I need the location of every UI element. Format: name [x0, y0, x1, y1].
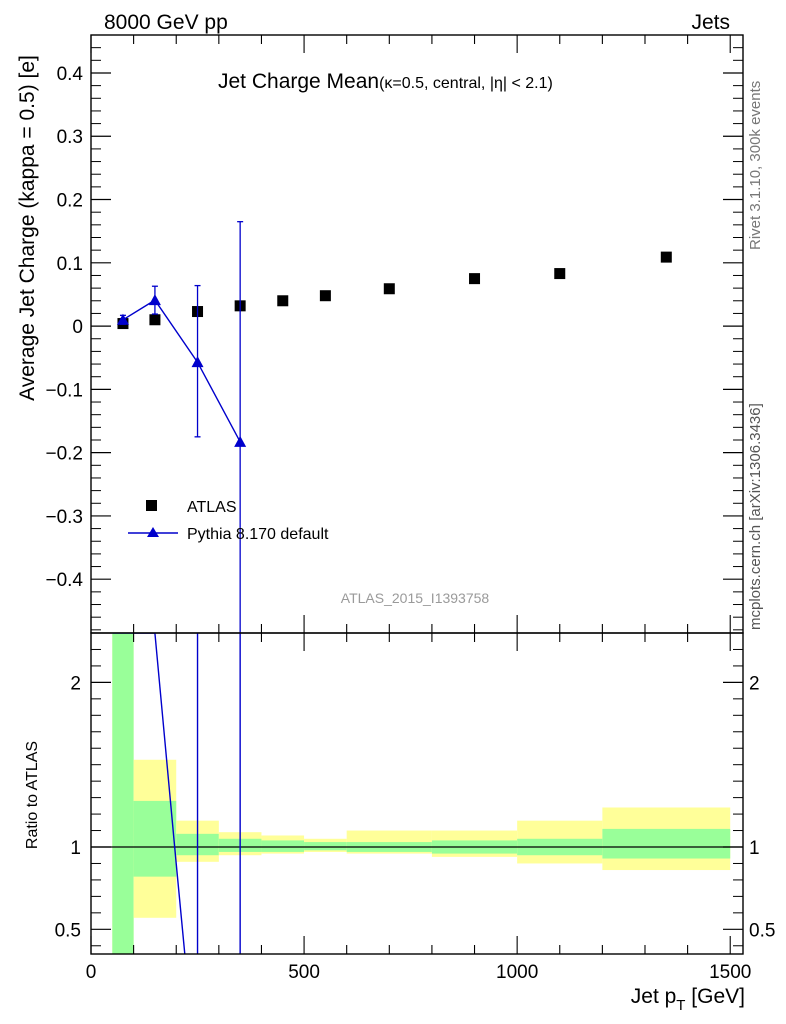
atlas-data-point: [469, 273, 481, 285]
x-tick-label: 500: [288, 962, 320, 983]
legend-marker-atlas: [146, 500, 157, 511]
mcplots-label: mcplots.cern.ch [arXiv:1306.3436]: [747, 403, 764, 630]
main-y-tick-label: 0.2: [57, 191, 83, 212]
legend-label-pythia: Pythia 8.170 default: [187, 526, 329, 543]
energy-label: 8000 GeV pp: [104, 11, 228, 34]
category-label: Jets: [691, 11, 730, 34]
ratio-bands: [112, 633, 731, 954]
main-y-tick-label: 0: [72, 317, 83, 338]
main-series: [116, 221, 672, 633]
x-tick-label: 1500: [709, 962, 751, 983]
main-y-tick-label: −0.1: [45, 380, 83, 401]
atlas-data-point: [383, 283, 395, 295]
x-tick-labels: 0 500 1000 1500: [86, 962, 752, 983]
x-tick-label: 0: [86, 962, 97, 983]
atlas-data-point: [554, 268, 566, 280]
ratio-band-green: [112, 633, 134, 954]
ratio-band-green: [304, 842, 347, 851]
ratio-ticks: [90, 633, 743, 954]
x-tick-label: 1000: [496, 962, 538, 983]
main-y-tick-label: 0.3: [57, 127, 83, 148]
atlas-data-point: [149, 314, 161, 326]
ratio-y-tick-label-right: 2: [749, 673, 760, 694]
ratio-y-tick-label: 1: [70, 838, 81, 859]
ratio-band-green: [133, 800, 177, 877]
chart-subtitle: (κ=0.5, central, |η| < 2.1): [379, 75, 553, 92]
pythia-line: [122, 299, 241, 443]
rivet-label: Rivet 3.1.10, 300k events: [747, 81, 764, 250]
ratio-band-green: [261, 840, 305, 852]
ratio-y-axis-label: Ratio to ATLAS: [24, 741, 41, 849]
main-ytick-labels: −0.4 −0.3 −0.2 −0.1 0 0.1 0.2 0.3 0.4: [45, 64, 83, 591]
main-y-tick-label: −0.3: [45, 507, 83, 528]
ratio-panel: 0.5 0.5 1 1 2 2 0 500 1000 1500: [55, 632, 776, 983]
main-y-tick-label: −0.2: [45, 444, 83, 465]
ratio-lines: [91, 633, 743, 954]
main-y-axis-label: Average Jet Charge (kappa = 0.5) [e]: [16, 55, 39, 401]
main-ticks: [90, 35, 743, 633]
pythia-ratio-line: [112, 633, 186, 954]
legend-label-atlas: ATLAS: [187, 499, 237, 516]
main-y-tick-label: 0.4: [57, 64, 84, 85]
pythia-data-point: [116, 313, 129, 325]
analysis-watermark: ATLAS_2015_I1393758: [341, 590, 490, 606]
legend-marker-pythia: [147, 527, 159, 537]
main-panel: −0.4 −0.3 −0.2 −0.1 0 0.1 0.2 0.3 0.4: [45, 34, 744, 634]
ratio-frame: [90, 632, 744, 955]
main-frame: [90, 34, 744, 634]
ratio-y-tick-label: 2: [70, 673, 81, 694]
main-y-tick-label: −0.4: [45, 570, 83, 591]
chart-title: Jet Charge Mean(κ=0.5, central, |η| < 2.…: [218, 70, 553, 93]
ratio-y-tick-label: 0.5: [55, 920, 81, 941]
atlas-data-point: [277, 295, 289, 307]
chart-title-main: Jet Charge Mean: [218, 70, 379, 93]
atlas-data-point: [660, 251, 672, 263]
main-y-tick-label: 0.1: [57, 254, 83, 275]
ratio-y-tick-label-right: 0.5: [749, 920, 775, 941]
pythia-data-point: [234, 435, 247, 447]
legend: ATLAS Pythia 8.170 default: [128, 499, 329, 543]
pythia-data-point: [191, 356, 204, 368]
ratio-y-tick-label-right: 1: [749, 838, 760, 859]
ratio-band-green: [602, 828, 731, 859]
ratio-ytick-labels: 0.5 0.5 1 1 2 2: [55, 673, 776, 941]
atlas-data-point: [319, 290, 331, 302]
pythia-data-point: [148, 294, 161, 306]
x-axis-label: Jet pT [GeV]: [631, 985, 745, 1014]
